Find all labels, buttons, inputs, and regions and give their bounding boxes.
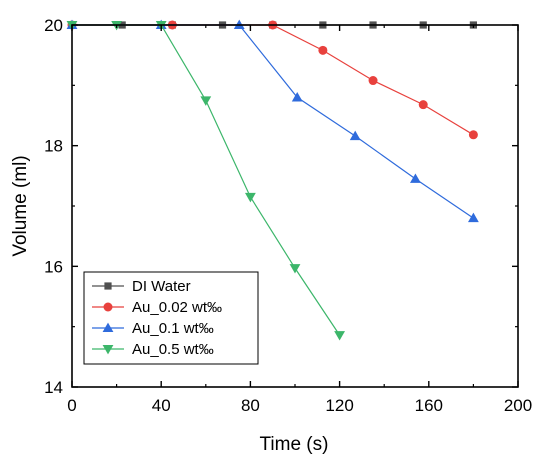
- x-tick-label: 200: [504, 396, 532, 415]
- legend-label: Au_0.5 wt‰: [132, 341, 214, 358]
- axes: 0 40 80 120 160 200 14 16 18 20: [44, 16, 532, 415]
- data-point: [318, 45, 328, 55]
- legend-label: DI Water: [132, 278, 191, 295]
- legend-marker: [104, 282, 112, 290]
- legend-marker: [102, 322, 114, 333]
- y-tick-label: 18: [44, 137, 63, 156]
- legend: DI Water Au_0.02 wt‰ Au_0.1 wt‰ Au_0.5 wt‰: [83, 271, 259, 365]
- x-tick-label: 0: [67, 396, 76, 415]
- x-tick-label: 40: [152, 396, 171, 415]
- legend-label: Au_0.02 wt‰: [132, 299, 222, 316]
- data-point: [410, 173, 421, 183]
- legend-item: Au_0.02 wt‰: [92, 299, 222, 316]
- x-tick-label: 160: [415, 396, 443, 415]
- data-point: [245, 192, 256, 203]
- y-tick-label: 16: [44, 257, 63, 276]
- x-tick-label: 80: [241, 396, 260, 415]
- data-point: [349, 130, 361, 141]
- data-point: [468, 130, 478, 140]
- series-2: [66, 19, 479, 223]
- x-tick-label: 120: [325, 396, 353, 415]
- y-tick-label: 14: [44, 378, 63, 397]
- legend-item: Au_0.1 wt‰: [92, 320, 214, 337]
- x-axis-title: Time (s): [260, 434, 329, 455]
- series-line: [72, 24, 474, 136]
- legend-item: DI Water: [92, 278, 191, 295]
- series-1: [67, 20, 478, 140]
- legend-item: Au_0.5 wt‰: [92, 341, 214, 358]
- data-point: [291, 92, 303, 102]
- data-point: [334, 331, 345, 341]
- data-point: [418, 100, 428, 110]
- data-point: [468, 212, 479, 223]
- data-point: [289, 264, 301, 274]
- legend-marker: [102, 344, 114, 355]
- series-line: [72, 24, 474, 219]
- y-axis-title: Volume (ml): [10, 155, 31, 256]
- legend-label: Au_0.1 wt‰: [132, 320, 214, 337]
- data-point: [368, 76, 378, 86]
- legend-marker: [103, 302, 113, 312]
- data-point: [200, 96, 212, 106]
- y-tick-label: 20: [44, 16, 63, 35]
